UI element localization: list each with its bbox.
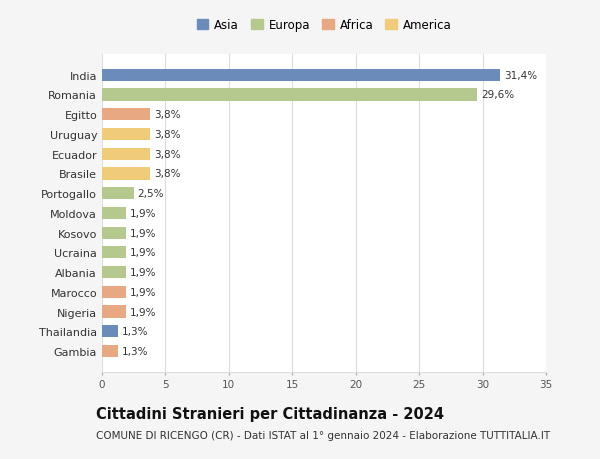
Bar: [102, 168, 150, 180]
Text: 31,4%: 31,4%: [504, 71, 537, 81]
Text: 2,5%: 2,5%: [137, 189, 164, 199]
Text: 3,8%: 3,8%: [154, 149, 181, 159]
Bar: [102, 227, 126, 239]
Legend: Asia, Europa, Africa, America: Asia, Europa, Africa, America: [194, 17, 454, 34]
Bar: [102, 345, 118, 358]
Bar: [102, 247, 126, 259]
Text: 1,9%: 1,9%: [130, 307, 157, 317]
Text: 3,8%: 3,8%: [154, 130, 181, 140]
Bar: [102, 266, 126, 279]
Text: 29,6%: 29,6%: [481, 90, 514, 100]
Text: 1,9%: 1,9%: [130, 287, 157, 297]
Bar: [102, 89, 478, 101]
Bar: [102, 69, 500, 82]
Bar: [102, 286, 126, 298]
Bar: [102, 207, 126, 219]
Text: 3,8%: 3,8%: [154, 110, 181, 120]
Text: 1,9%: 1,9%: [130, 268, 157, 278]
Text: COMUNE DI RICENGO (CR) - Dati ISTAT al 1° gennaio 2024 - Elaborazione TUTTITALIA: COMUNE DI RICENGO (CR) - Dati ISTAT al 1…: [96, 431, 550, 441]
Bar: [102, 148, 150, 161]
Bar: [102, 188, 134, 200]
Bar: [102, 306, 126, 318]
Text: Cittadini Stranieri per Cittadinanza - 2024: Cittadini Stranieri per Cittadinanza - 2…: [96, 406, 444, 421]
Bar: [102, 325, 118, 338]
Bar: [102, 109, 150, 121]
Text: 1,9%: 1,9%: [130, 228, 157, 238]
Bar: [102, 129, 150, 141]
Text: 1,9%: 1,9%: [130, 248, 157, 258]
Text: 1,3%: 1,3%: [122, 346, 149, 356]
Text: 1,3%: 1,3%: [122, 327, 149, 336]
Text: 1,9%: 1,9%: [130, 208, 157, 218]
Text: 3,8%: 3,8%: [154, 169, 181, 179]
